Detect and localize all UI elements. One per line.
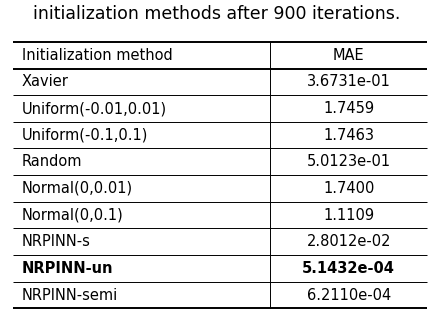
Text: MAE: MAE [333,48,365,63]
Text: 2.8012e-02: 2.8012e-02 [306,234,391,249]
Text: NRPINN-semi: NRPINN-semi [22,288,118,303]
Text: NRPINN-un: NRPINN-un [22,261,113,276]
Text: 1.7463: 1.7463 [323,128,374,143]
Text: 1.1109: 1.1109 [323,208,374,223]
Text: 5.0123e-01: 5.0123e-01 [307,154,391,169]
Text: Initialization method: Initialization method [22,48,172,63]
Text: 3.6731e-01: 3.6731e-01 [307,74,391,89]
Text: 5.1432e-04: 5.1432e-04 [302,261,395,276]
Text: initialization methods after 900 iterations.: initialization methods after 900 iterati… [33,5,401,23]
Text: 6.2110e-04: 6.2110e-04 [306,288,391,303]
Text: Xavier: Xavier [22,74,69,89]
Text: Uniform(-0.01,0.01): Uniform(-0.01,0.01) [22,101,167,116]
Text: NRPINN-s: NRPINN-s [22,234,91,249]
Text: Normal(0,0.1): Normal(0,0.1) [22,208,123,223]
Text: Uniform(-0.1,0.1): Uniform(-0.1,0.1) [22,128,148,143]
Text: Random: Random [22,154,82,169]
Text: 1.7459: 1.7459 [323,101,374,116]
Text: Normal(0,0.01): Normal(0,0.01) [22,181,133,196]
Text: 1.7400: 1.7400 [323,181,375,196]
